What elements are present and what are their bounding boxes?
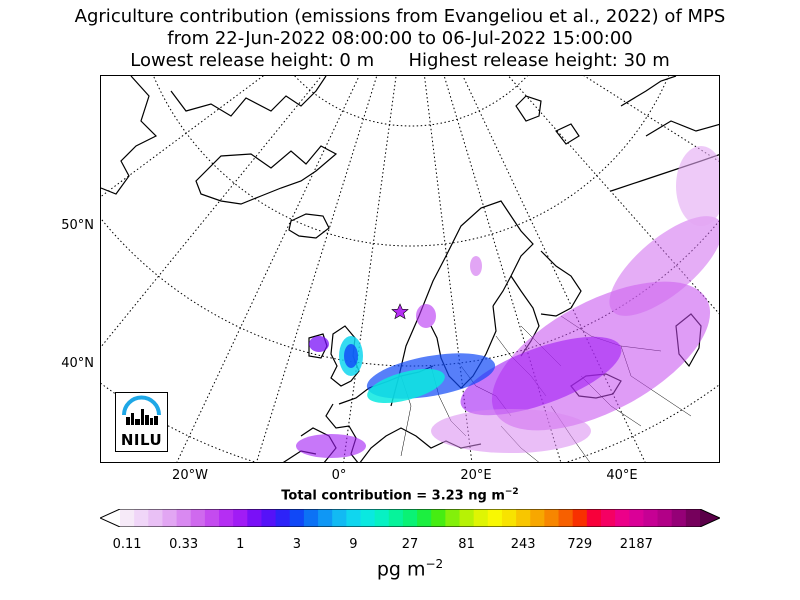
- lon-label-20e: 20°E: [460, 468, 492, 483]
- colorbar-segment: [402, 509, 418, 527]
- colorbar-segment: [204, 509, 220, 527]
- map-title-line-1: Agriculture contribution (emissions from…: [74, 6, 726, 27]
- colorbar-segment: [629, 509, 645, 527]
- colorbar-tick-label: 729: [567, 537, 593, 552]
- colorbar-segment: [360, 509, 376, 527]
- logo-text: NILU: [120, 431, 163, 449]
- colorbar-segment: [417, 509, 432, 527]
- colorbar-segment: [544, 509, 560, 527]
- colorbar-segment: [374, 509, 390, 527]
- colorbar-segment: [190, 509, 206, 527]
- colorbar-segment: [275, 509, 291, 527]
- colorbar-tick-label: 0.33: [169, 537, 199, 552]
- colorbar-segment: [120, 509, 135, 527]
- colorbar-tick-label: 243: [510, 537, 536, 552]
- colorbar-tick-label: 1: [236, 537, 245, 552]
- colorbar-segment: [134, 509, 149, 527]
- colorbar-segment: [530, 509, 545, 527]
- map-title-line-3: Lowest release height: 0 m Highest relea…: [130, 50, 670, 71]
- colorbar-segment: [657, 509, 673, 527]
- colorbar-tick-label: 2187: [619, 537, 653, 552]
- colorbar-tick-label: 0.11: [112, 537, 142, 552]
- colorbar-segment: [558, 509, 574, 527]
- colorbar-segment: [643, 509, 659, 527]
- lat-label-40n: 40°N: [61, 356, 94, 371]
- colorbar-unit-label: pg m−2: [0, 557, 800, 580]
- map-title-line-2: from 22-Jun-2022 08:00:00 to 06-Jul-2022…: [167, 28, 633, 49]
- colorbar-segment: [176, 509, 192, 527]
- colorbar-segment: [303, 509, 319, 527]
- colorbar-segment: [233, 509, 248, 527]
- colorbar-segment: [516, 509, 531, 527]
- nilu-logo: NILU: [115, 392, 168, 452]
- unit-base: pg m: [376, 558, 426, 581]
- star-icon: [391, 303, 409, 320]
- colorbar-segment: [162, 509, 178, 527]
- colorbar: [100, 509, 720, 527]
- colorbar-segment: [388, 509, 404, 527]
- colorbar-segment: [572, 509, 588, 527]
- colorbar-segment: [346, 509, 362, 527]
- colorbar-segment: [261, 509, 277, 527]
- unit-exponent: −2: [425, 557, 444, 571]
- colorbar-segment: [459, 509, 475, 527]
- concentration-plume: [296, 146, 719, 458]
- map-canvas: [101, 76, 719, 462]
- colorbar-tick-label: 81: [458, 537, 475, 552]
- lon-label-0: 0°: [331, 468, 347, 483]
- colorbar-tick-label: 3: [292, 537, 301, 552]
- colorbar-segment: [501, 509, 517, 527]
- colorbar-segment: [671, 509, 687, 527]
- colorbar-segment: [615, 509, 630, 527]
- colorbar-segment: [289, 509, 305, 527]
- colorbar-segment: [445, 509, 461, 527]
- colorbar-segment: [332, 509, 347, 527]
- total-contribution-exponent: −2: [504, 487, 519, 497]
- colorbar-segment: [219, 509, 234, 527]
- colorbar-segment: [685, 509, 701, 527]
- colorbar-segment: [148, 509, 164, 527]
- map-panel: [100, 75, 720, 463]
- colorbar-segment: [247, 509, 263, 527]
- colorbar-segment: [586, 509, 602, 527]
- colorbar-segment: [431, 509, 446, 527]
- nilu-skyline-icon: [122, 395, 161, 425]
- colorbar-segment: [600, 509, 616, 527]
- colorbar-under-extension: [100, 509, 120, 527]
- lat-label-50n: 50°N: [61, 218, 94, 233]
- lon-label-40e: 40°E: [606, 468, 638, 483]
- colorbar-segment: [487, 509, 503, 527]
- colorbar-segment: [473, 509, 489, 527]
- colorbar-tick-label: 9: [349, 537, 358, 552]
- total-contribution-text: Total contribution = 3.23 ng m: [281, 488, 505, 504]
- total-contribution-label: Total contribution = 3.23 ng m−2: [0, 487, 800, 503]
- lon-label-20w: 20°W: [172, 468, 208, 483]
- colorbar-segment: [318, 509, 333, 527]
- colorbar-tick-label: 27: [401, 537, 419, 552]
- colorbar-over-extension: [700, 509, 720, 527]
